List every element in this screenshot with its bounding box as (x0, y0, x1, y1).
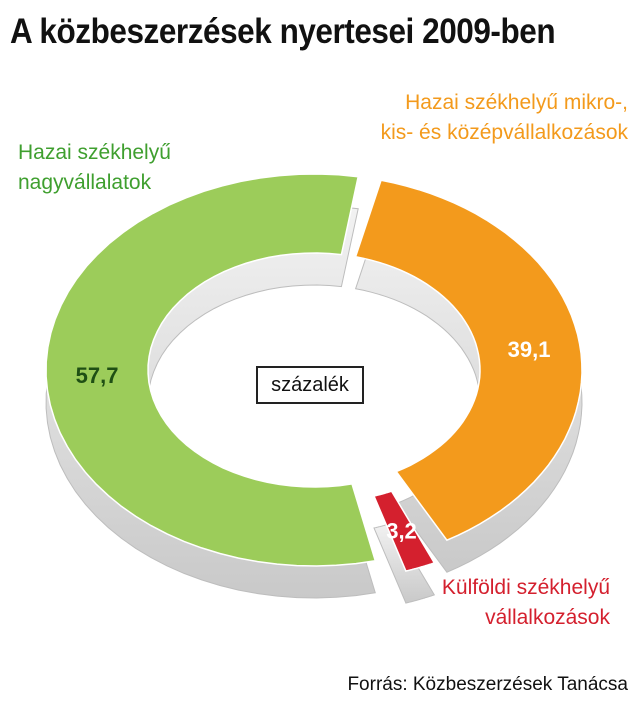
slice-foreign (372, 490, 436, 573)
slice-label-line: nagyvállalatok (18, 171, 152, 194)
unit-label: százalék (256, 366, 364, 404)
slice-foreign-value: 3,2 (386, 519, 417, 544)
slice-label-sme: Hazai székhelyű mikro-, kis- és középvál… (381, 88, 628, 148)
slice-label-large-companies: Hazai székhelyű nagyvállalatok (18, 138, 171, 198)
source-note: Forrás: Közbeszerzések Tanácsa (347, 674, 628, 695)
chart-title: A közbeszerzések nyertesei 2009-ben (10, 12, 556, 51)
slice-sme (354, 179, 583, 542)
slice-label-line: Hazai székhelyű mikro-, (405, 91, 628, 114)
slice-label-line: Hazai székhelyű (18, 141, 171, 164)
slice-sme-value: 39,1 (508, 337, 551, 362)
slice-label-foreign: Külföldi székhelyű vállalkozások (442, 573, 610, 633)
slice-large-companies-value: 57,7 (76, 363, 119, 388)
slice-label-line: vállalkozások (485, 606, 610, 629)
slice-label-line: Külföldi székhelyű (441, 576, 610, 599)
slice-large-companies (45, 173, 377, 567)
slice-label-line: kis- és középvállalkozások (380, 121, 628, 144)
